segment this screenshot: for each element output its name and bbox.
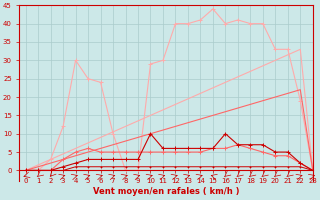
- X-axis label: Vent moyen/en rafales ( km/h ): Vent moyen/en rafales ( km/h ): [93, 187, 239, 196]
